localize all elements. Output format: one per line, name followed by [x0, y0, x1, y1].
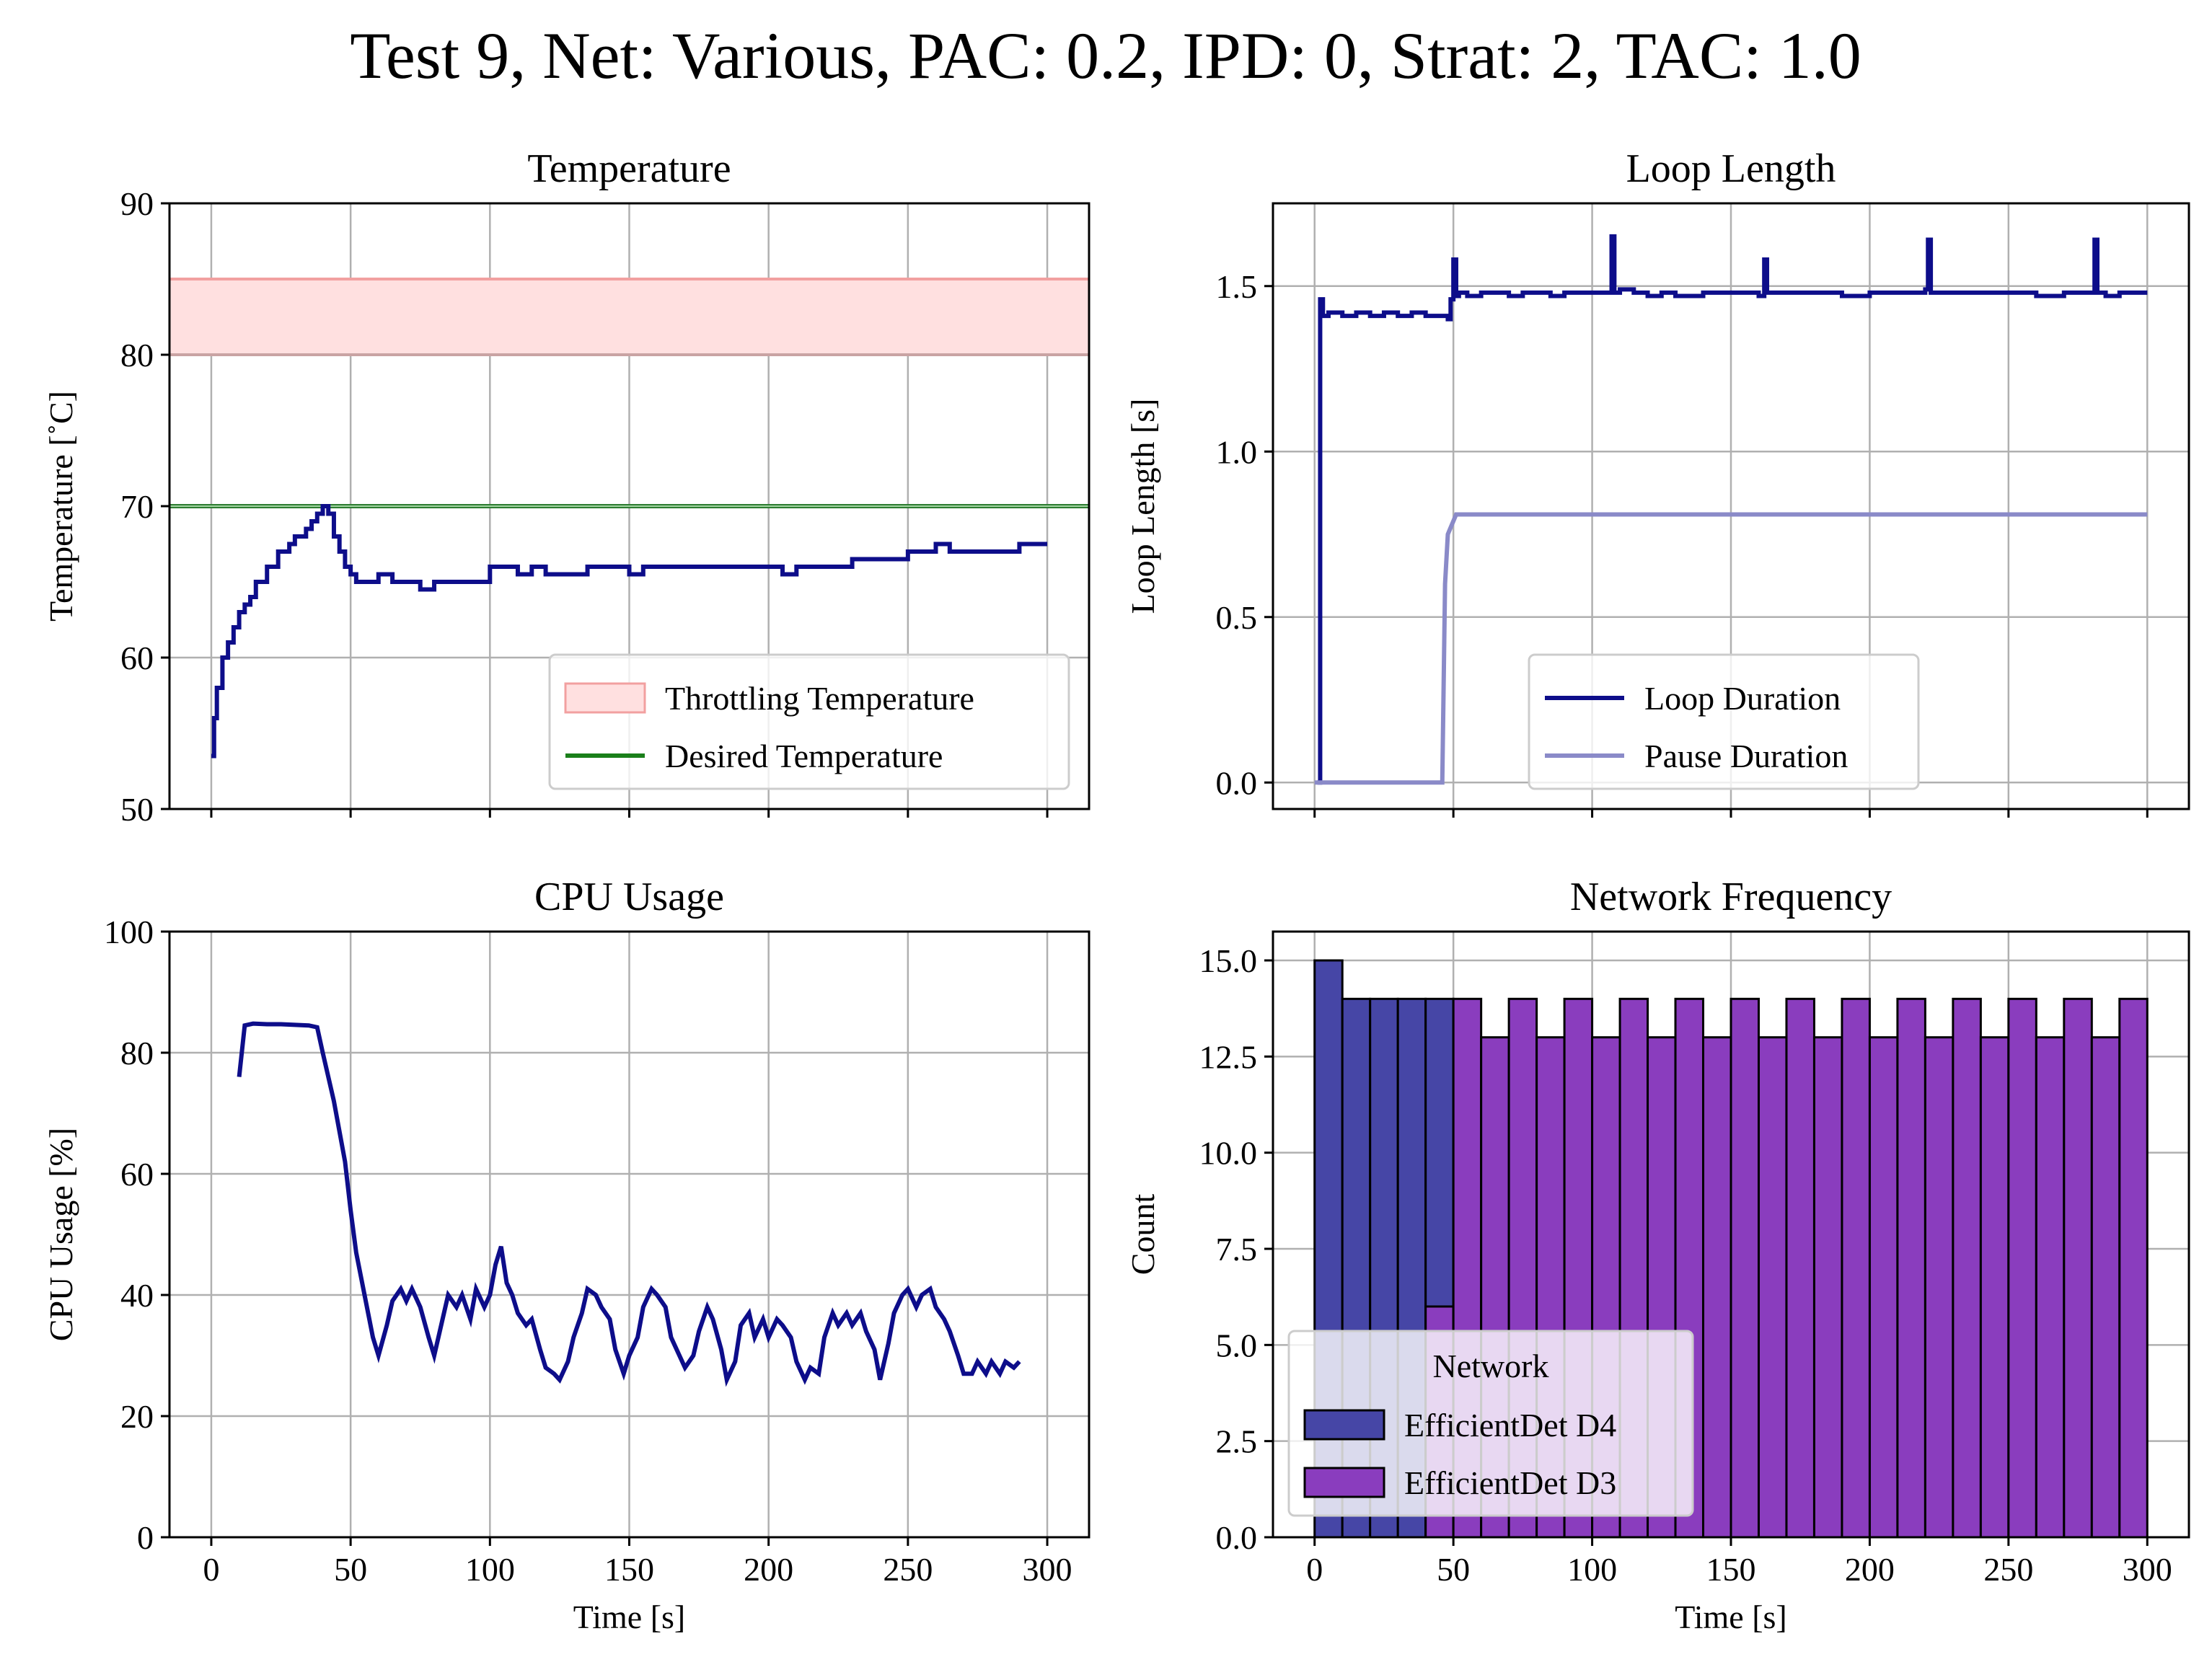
y-tick-label: 60 [120, 640, 154, 676]
legend-item-label: Pause Duration [1644, 738, 1848, 774]
series-line-temperature [211, 504, 1048, 759]
histogram-bar-efficientdet-d3 [2007, 997, 2037, 1537]
histogram-bar-efficientdet-d3 [1812, 1036, 1843, 1537]
y-tick-label: 15.0 [1199, 942, 1258, 979]
y-tick-label: 20 [120, 1398, 154, 1435]
legend: Network EfficientDet D4 EfficientDet D3 [1287, 1330, 1694, 1517]
x-tick-label: 100 [1567, 1551, 1617, 1588]
series-line-pause-duration [1314, 512, 2148, 785]
y-tick-label: 80 [120, 337, 154, 373]
x-tick-label: 200 [744, 1551, 793, 1588]
y-tick-label: 50 [120, 791, 154, 828]
histogram-bar-efficientdet-d3 [1841, 997, 1871, 1537]
y-tick-label: 12.5 [1199, 1038, 1258, 1075]
y-axis-label: CPU Usage [%] [43, 1128, 79, 1341]
legend-title: Network [1433, 1348, 1549, 1384]
legend-item-label: Loop Duration [1644, 680, 1841, 717]
legend-box [548, 653, 1070, 790]
histogram-bar-efficientdet-d3 [2063, 997, 2093, 1537]
legend-item-label: EfficientDet D4 [1404, 1407, 1616, 1444]
legend-swatch [1303, 1467, 1385, 1498]
throttle-band [169, 279, 1089, 355]
x-tick-label: 150 [604, 1551, 654, 1588]
panel-temperature: 50 60 70 80 90 Temperature Temperature [˚C] Thr… [43, 146, 1090, 828]
histogram-bar-efficientdet-d3 [2118, 997, 2149, 1537]
x-tick-label: 250 [1983, 1551, 2033, 1588]
legend: Loop Duration Pause Duration [1528, 653, 1920, 790]
legend-item-label: EfficientDet D3 [1404, 1464, 1616, 1501]
histogram-bar-efficientdet-d3 [1924, 1036, 1955, 1537]
legend-item-label: Throttling Temperature [665, 680, 974, 717]
y-tick-label: 1.0 [1216, 433, 1258, 470]
histogram-bar-efficientdet-d3 [1729, 997, 1760, 1537]
y-tick-label: 1.5 [1216, 268, 1258, 305]
plot-area [169, 278, 1089, 759]
y-tick-label: 80 [120, 1035, 154, 1071]
y-tick-label: 0.0 [1216, 764, 1258, 801]
y-tick-label: 2.5 [1216, 1423, 1258, 1460]
histogram-bar-efficientdet-d3 [1979, 1036, 2010, 1537]
x-tick-label: 100 [465, 1551, 515, 1588]
histogram-bar-efficientdet-d3 [2090, 1036, 2121, 1537]
y-tick-label: 90 [120, 185, 154, 222]
x-tick-label: 300 [1023, 1551, 1072, 1588]
panel-title: Loop Length [1626, 146, 1836, 191]
x-axis-label: Time [s] [1675, 1599, 1787, 1635]
series-line-cpu_usage [237, 1021, 1021, 1387]
y-tick-label: 100 [104, 914, 154, 950]
y-tick-label: 0.0 [1216, 1519, 1258, 1556]
y-tick-label: 7.5 [1216, 1231, 1258, 1268]
histogram-bar-efficientdet-d3 [1702, 1036, 1732, 1537]
panel-cpu_usage: 0 50 100 150 200 250 300 0 20 40 60 80 100 CPU Usage T… [43, 875, 1090, 1635]
y-axis-label: Loop Length [s] [1124, 399, 1161, 614]
panels: 50 60 70 80 90 Temperature Temperature [˚C] Thr… [43, 146, 2190, 1635]
panel-title: CPU Usage [534, 875, 724, 919]
x-tick-label: 0 [1306, 1551, 1323, 1588]
plot-area [1314, 234, 2148, 785]
panel-network_frequency: 0 50 100 150 200 250 300 0.0 2.5 5.0 7.5 10.0 12.5 15… [1124, 875, 2190, 1635]
histogram-bar-efficientdet-d3 [1952, 997, 1982, 1537]
legend-swatch [564, 682, 646, 714]
legend-swatch [1303, 1409, 1385, 1441]
x-axis-label: Time [s] [573, 1599, 686, 1635]
x-tick-label: 50 [334, 1551, 367, 1588]
series-line-loop-duration [1317, 234, 2148, 785]
figure-suptitle: Test 9, Net: Various, PAC: 0.2, IPD: 0, … [350, 19, 1861, 92]
y-tick-label: 5.0 [1216, 1327, 1258, 1363]
panel-title: Network Frequency [1570, 875, 1892, 919]
y-axis-label: Count [1124, 1194, 1161, 1276]
plot-area [237, 1021, 1021, 1387]
histogram-bar-efficientdet-d3 [1868, 1036, 1899, 1537]
x-tick-label: 200 [1845, 1551, 1895, 1588]
legend-box [1287, 1330, 1694, 1517]
y-tick-label: 40 [120, 1277, 154, 1314]
x-tick-label: 150 [1706, 1551, 1756, 1588]
panel-title: Temperature [527, 146, 731, 191]
y-tick-label: 70 [120, 488, 154, 525]
y-axis-label: Temperature [˚C] [43, 391, 79, 622]
x-tick-label: 0 [203, 1551, 219, 1588]
legend: Throttling Temperature Desired Temperatur… [548, 653, 1070, 790]
y-tick-label: 0.5 [1216, 599, 1258, 636]
histogram-bar-efficientdet-d3 [1757, 1036, 1788, 1537]
histogram-bar-efficientdet-d3 [2035, 1036, 2066, 1537]
legend-item-label: Desired Temperature [665, 738, 943, 774]
panel-loop_length: 0.0 0.5 1.0 1.5 Loop Length Loop Length [s] Lo… [1124, 146, 2190, 818]
histogram-bar-efficientdet-d3 [1896, 997, 1926, 1537]
y-tick-label: 0 [137, 1519, 154, 1556]
x-tick-label: 50 [1437, 1551, 1470, 1588]
y-tick-label: 10.0 [1199, 1135, 1258, 1172]
y-tick-label: 60 [120, 1156, 154, 1193]
x-tick-label: 300 [2123, 1551, 2172, 1588]
x-tick-label: 250 [883, 1551, 933, 1588]
histogram-bar-efficientdet-d3 [1785, 997, 1815, 1537]
legend-box [1528, 653, 1920, 790]
